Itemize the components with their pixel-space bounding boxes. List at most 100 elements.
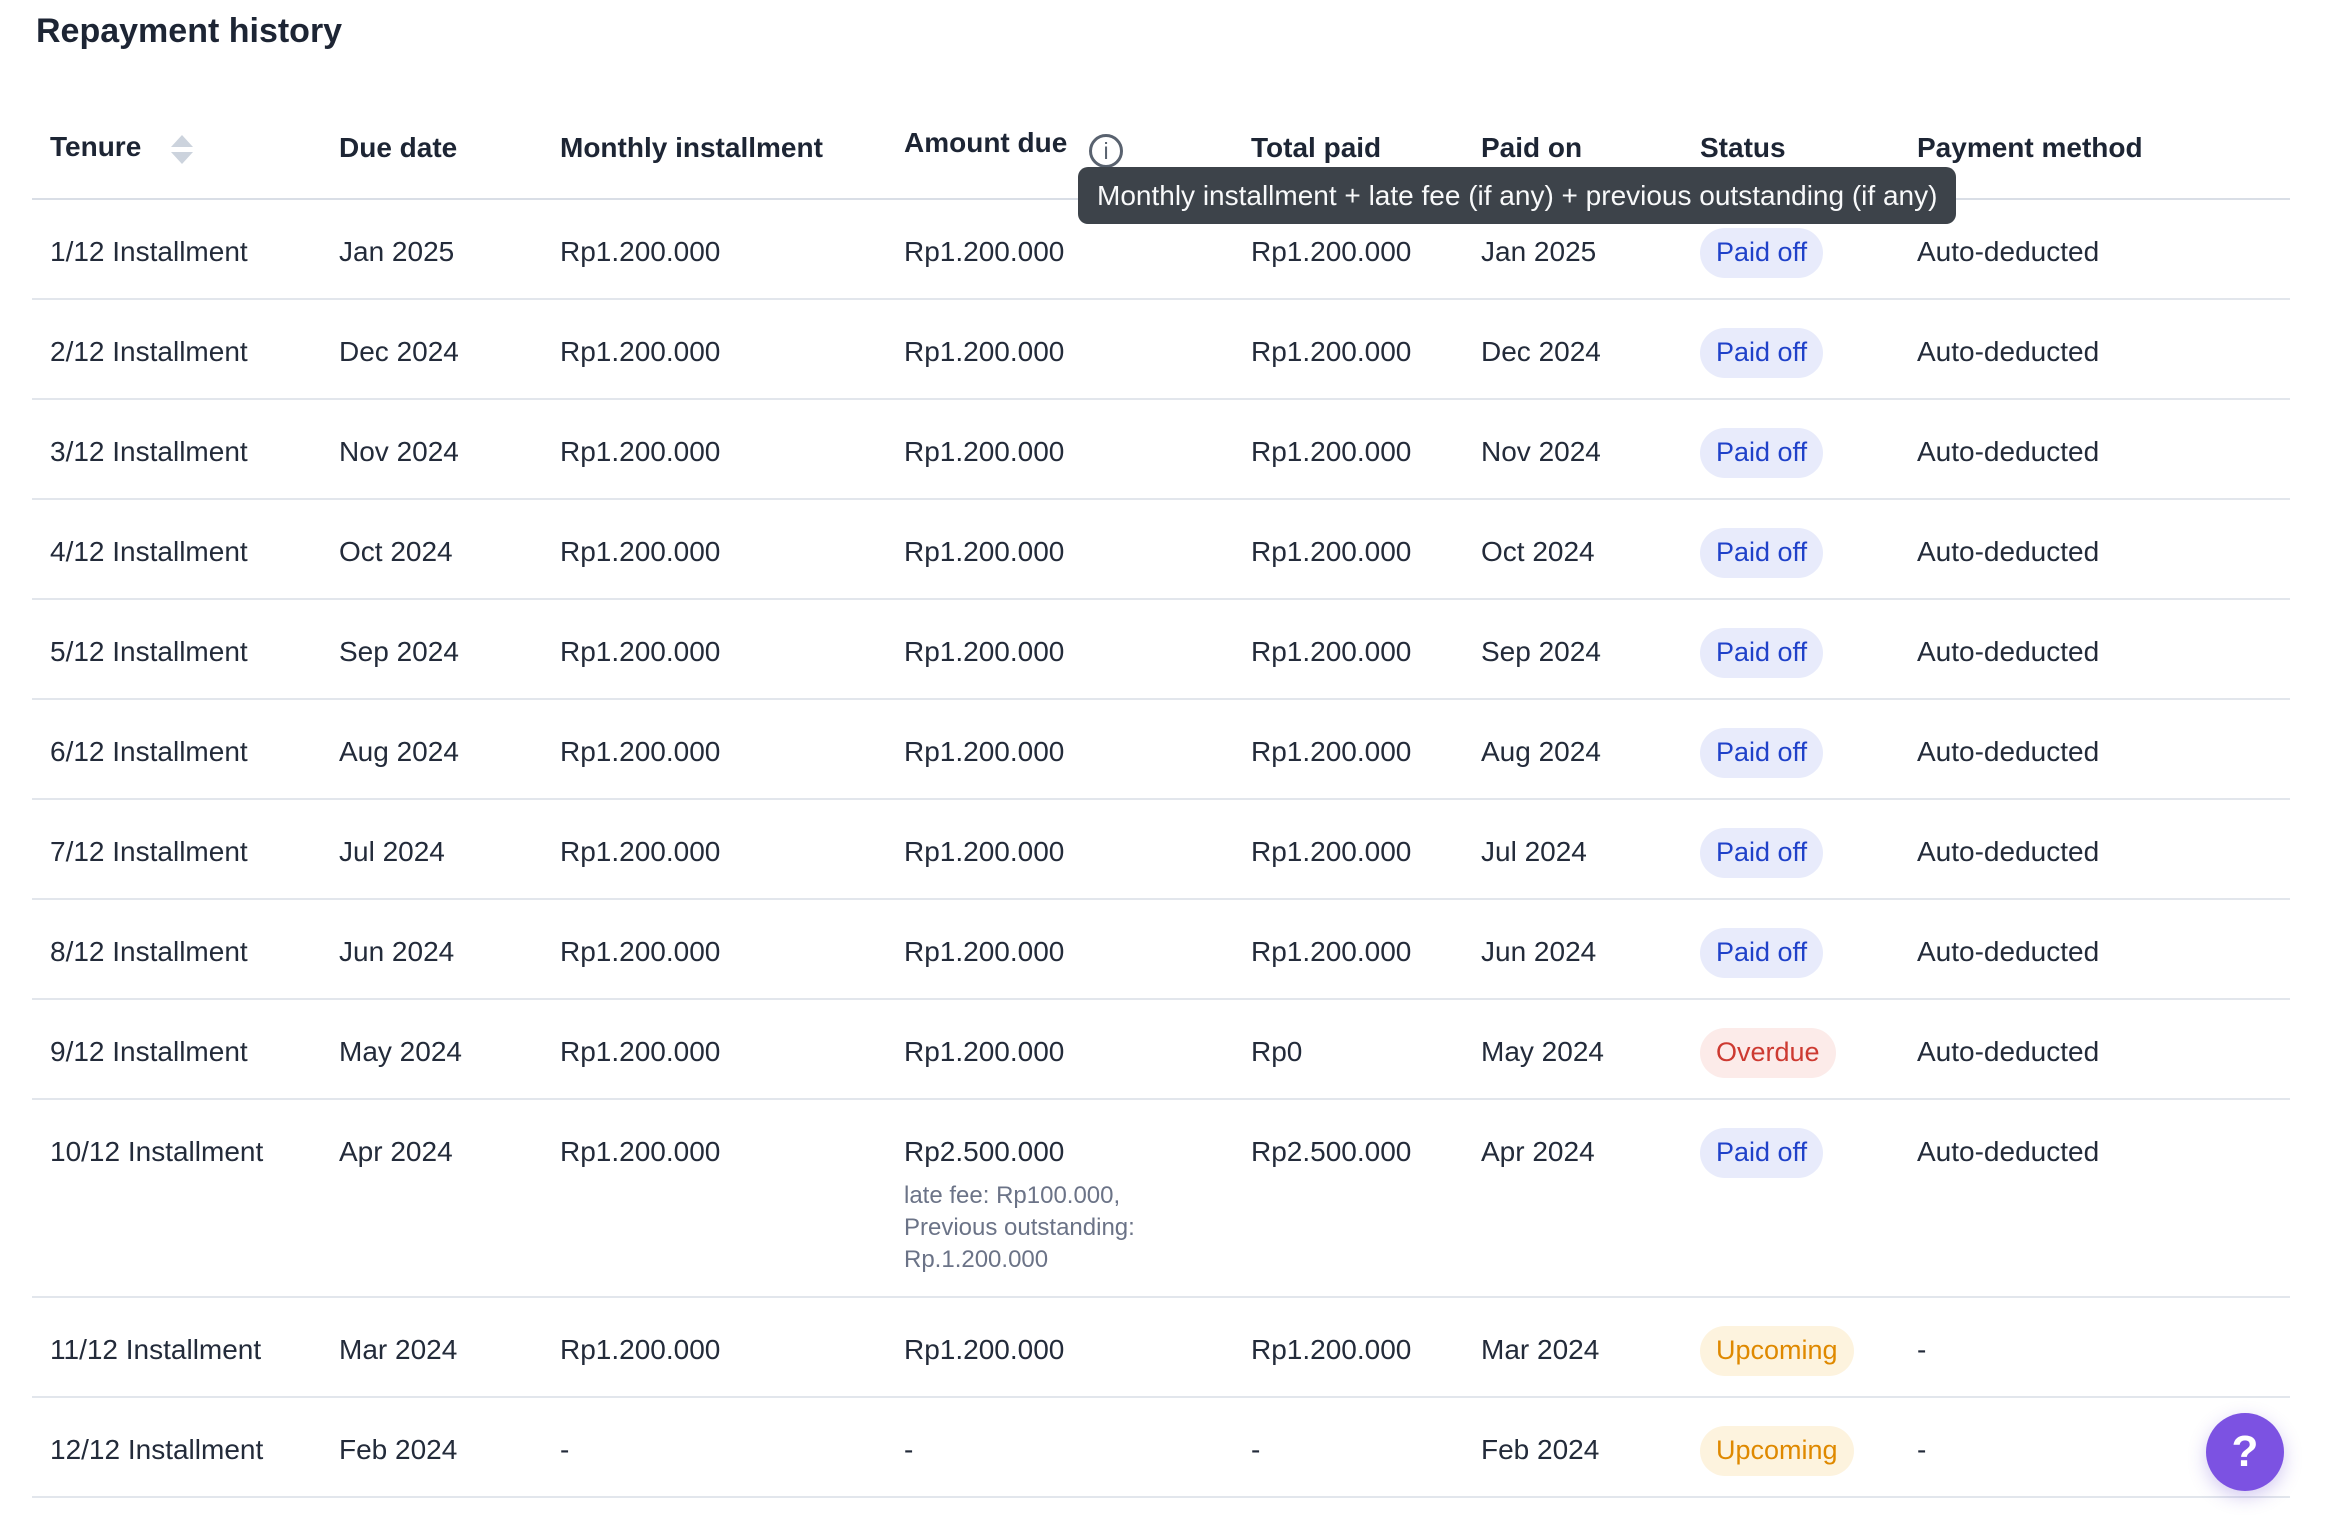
- status-badge: Paid off: [1700, 828, 1824, 878]
- table-row: 8/12 Installment Jun 2024 Rp1.200.000 Rp…: [32, 899, 2290, 1000]
- amount-due-breakdown-line: Previous outstanding:: [904, 1214, 1135, 1241]
- cell-paid-on: Jun 2024: [1481, 899, 1700, 1000]
- cell-amount-due: Rp1.200.000: [904, 1297, 1251, 1398]
- cell-paid-on: May 2024: [1481, 999, 1700, 1100]
- cell-due-date: May 2024: [339, 999, 560, 1100]
- cell-tenure: 2/12 Installment: [32, 299, 339, 400]
- cell-amount-due: Rp1.200.000: [904, 799, 1251, 900]
- table-row: 3/12 Installment Nov 2024 Rp1.200.000 Rp…: [32, 399, 2290, 500]
- cell-payment-method: Auto-deducted: [1917, 299, 2290, 400]
- cell-total-paid: Rp2.500.000: [1251, 1099, 1481, 1298]
- cell-status: Paid off: [1700, 799, 1917, 900]
- amount-due-value: Rp2.500.000: [904, 1136, 1065, 1167]
- cell-monthly-installment: Rp1.200.000: [560, 499, 904, 600]
- cell-payment-method: Auto-deducted: [1917, 599, 2290, 700]
- cell-amount-due: Rp1.200.000: [904, 699, 1251, 800]
- cell-status: Paid off: [1700, 399, 1917, 500]
- status-badge: Upcoming: [1700, 1426, 1854, 1476]
- amount-due-breakdown-line: late fee: Rp100.000,: [904, 1182, 1121, 1209]
- status-badge: Paid off: [1700, 328, 1824, 378]
- status-badge: Paid off: [1700, 728, 1824, 778]
- cell-monthly-installment: Rp1.200.000: [560, 999, 904, 1100]
- cell-payment-method: Auto-deducted: [1917, 1099, 2290, 1298]
- cell-status: Paid off: [1700, 499, 1917, 600]
- cell-total-paid: Rp1.200.000: [1251, 499, 1481, 600]
- info-icon[interactable]: i: [1089, 134, 1124, 169]
- cell-total-paid: Rp1.200.000: [1251, 1297, 1481, 1398]
- table-row: 7/12 Installment Jul 2024 Rp1.200.000 Rp…: [32, 799, 2290, 900]
- cell-payment-method: Auto-deducted: [1917, 699, 2290, 800]
- status-badge: Upcoming: [1700, 1326, 1854, 1376]
- table-row: 11/12 Installment Mar 2024 Rp1.200.000 R…: [32, 1297, 2290, 1398]
- cell-monthly-installment: Rp1.200.000: [560, 399, 904, 500]
- cell-tenure: 11/12 Installment: [32, 1297, 339, 1398]
- table-row: 5/12 Installment Sep 2024 Rp1.200.000 Rp…: [32, 599, 2290, 700]
- cell-tenure: 5/12 Installment: [32, 599, 339, 700]
- cell-amount-due: -: [904, 1397, 1251, 1498]
- cell-monthly-installment: Rp1.200.000: [560, 1297, 904, 1398]
- sort-icon[interactable]: [171, 134, 194, 164]
- cell-due-date: Dec 2024: [339, 299, 560, 400]
- cell-total-paid: Rp1.200.000: [1251, 699, 1481, 800]
- cell-amount-due: Rp1.200.000: [904, 899, 1251, 1000]
- cell-total-paid: Rp1.200.000: [1251, 299, 1481, 400]
- column-header-monthly-installment: Monthly installment: [560, 97, 904, 200]
- cell-tenure: 12/12 Installment: [32, 1397, 339, 1498]
- cell-status: Paid off: [1700, 699, 1917, 800]
- cell-amount-due: Rp1.200.000: [904, 499, 1251, 600]
- cell-payment-method: Auto-deducted: [1917, 899, 2290, 1000]
- column-header-payment-method: Payment method: [1917, 97, 2290, 200]
- cell-payment-method: Auto-deducted: [1917, 199, 2290, 300]
- table-row: 4/12 Installment Oct 2024 Rp1.200.000 Rp…: [32, 499, 2290, 600]
- cell-paid-on: Nov 2024: [1481, 399, 1700, 500]
- cell-amount-due: Rp1.200.000: [904, 599, 1251, 700]
- cell-due-date: Nov 2024: [339, 399, 560, 500]
- column-header-tenure[interactable]: Tenure: [32, 97, 339, 200]
- amount-due-breakdown-line: Rp.1.200.000: [904, 1246, 1049, 1273]
- cell-tenure: 10/12 Installment: [32, 1099, 339, 1298]
- cell-monthly-installment: Rp1.200.000: [560, 699, 904, 800]
- cell-monthly-installment: Rp1.200.000: [560, 1099, 904, 1298]
- cell-monthly-installment: Rp1.200.000: [560, 199, 904, 300]
- cell-monthly-installment: -: [560, 1397, 904, 1498]
- help-button[interactable]: ?: [2206, 1413, 2284, 1491]
- cell-monthly-installment: Rp1.200.000: [560, 799, 904, 900]
- status-badge: Paid off: [1700, 1128, 1824, 1178]
- status-badge: Paid off: [1700, 528, 1824, 578]
- cell-due-date: Mar 2024: [339, 1297, 560, 1398]
- column-header-amount-due-label: Amount due: [904, 126, 1068, 158]
- cell-paid-on: Jul 2024: [1481, 799, 1700, 900]
- cell-due-date: Aug 2024: [339, 699, 560, 800]
- cell-due-date: Oct 2024: [339, 499, 560, 600]
- cell-monthly-installment: Rp1.200.000: [560, 899, 904, 1000]
- cell-status: Paid off: [1700, 599, 1917, 700]
- cell-paid-on: Feb 2024: [1481, 1397, 1700, 1498]
- cell-payment-method: Auto-deducted: [1917, 499, 2290, 600]
- cell-tenure: 8/12 Installment: [32, 899, 339, 1000]
- cell-paid-on: Aug 2024: [1481, 699, 1700, 800]
- status-badge: Paid off: [1700, 628, 1824, 678]
- page-title: Repayment history: [36, 12, 343, 50]
- cell-status: Paid off: [1700, 299, 1917, 400]
- cell-tenure: 4/12 Installment: [32, 499, 339, 600]
- status-badge: Paid off: [1700, 928, 1824, 978]
- sort-ascending-icon: [171, 134, 194, 147]
- cell-total-paid: Rp0: [1251, 999, 1481, 1100]
- cell-total-paid: Rp1.200.000: [1251, 899, 1481, 1000]
- cell-status: Upcoming: [1700, 1397, 1917, 1498]
- cell-tenure: 7/12 Installment: [32, 799, 339, 900]
- column-header-tenure-label: Tenure: [50, 131, 142, 163]
- column-header-due-date: Due date: [339, 97, 560, 200]
- cell-amount-due: Rp1.200.000: [904, 399, 1251, 500]
- cell-paid-on: Mar 2024: [1481, 1297, 1700, 1398]
- cell-tenure: 1/12 Installment: [32, 199, 339, 300]
- table-row: 12/12 Installment Feb 2024 - - - Feb 202…: [32, 1397, 2290, 1498]
- sort-descending-icon: [171, 151, 194, 164]
- table-row: 2/12 Installment Dec 2024 Rp1.200.000 Rp…: [32, 299, 2290, 400]
- cell-paid-on: Oct 2024: [1481, 499, 1700, 600]
- cell-paid-on: Dec 2024: [1481, 299, 1700, 400]
- cell-payment-method: -: [1917, 1297, 2290, 1398]
- cell-tenure: 3/12 Installment: [32, 399, 339, 500]
- cell-status: Overdue: [1700, 999, 1917, 1100]
- cell-paid-on: Apr 2024: [1481, 1099, 1700, 1298]
